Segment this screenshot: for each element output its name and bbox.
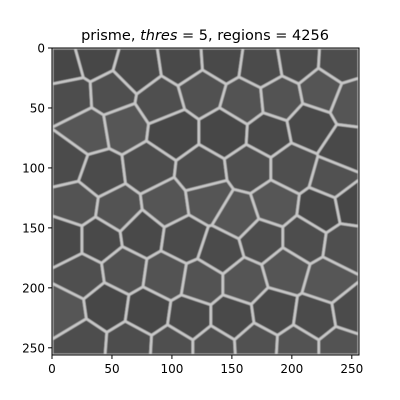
chart-title: prisme, thres = 5, regions = 4256 xyxy=(81,28,329,44)
region-cell xyxy=(321,222,359,277)
y-axis: 0 50 100 150 200 250 xyxy=(22,42,52,355)
y-tick-label: 250 xyxy=(22,341,45,355)
title-prefix: prisme, xyxy=(81,28,140,44)
heatmap-image xyxy=(52,48,359,355)
plot-frame xyxy=(51,47,360,356)
x-axis: 0 50 100 150 200 250 xyxy=(48,355,363,376)
x-tick-label: 0 xyxy=(48,362,56,376)
x-tick-label: 50 xyxy=(104,362,119,376)
y-tick-label: 100 xyxy=(22,161,45,175)
x-tick-label: 100 xyxy=(160,362,183,376)
y-tick-label: 50 xyxy=(30,101,45,115)
region-cell xyxy=(317,325,359,355)
title-param-value: 5 xyxy=(199,28,208,44)
x-tick-label: 250 xyxy=(340,362,363,376)
y-tick-label: 150 xyxy=(22,221,45,235)
x-tick-label: 200 xyxy=(280,362,303,376)
title-param-name: thres xyxy=(140,28,178,44)
title-regions-value: 4256 xyxy=(292,28,329,44)
y-tick-label: 0 xyxy=(37,42,45,56)
x-tick-label: 150 xyxy=(220,362,243,376)
title-regions-label: , regions xyxy=(208,28,271,44)
title-regions-eq: = xyxy=(271,28,292,44)
y-tick-label: 200 xyxy=(22,281,45,295)
title-param-eq: = xyxy=(177,28,198,44)
